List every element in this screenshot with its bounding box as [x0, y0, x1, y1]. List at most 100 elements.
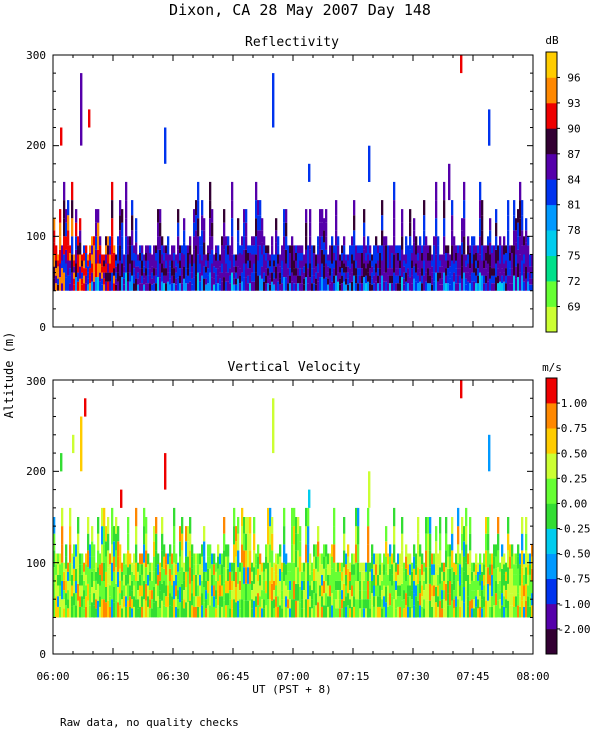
heatmap-cell [89, 556, 92, 569]
heatmap-cell [427, 245, 430, 253]
heatmap-cell [175, 266, 178, 273]
heatmap-cell [357, 275, 360, 284]
heatmap-cell [341, 562, 344, 572]
heatmap-cell [477, 608, 480, 618]
heatmap-cell [215, 268, 218, 276]
heatmap-cell [419, 580, 422, 594]
heatmap-cell [181, 567, 184, 584]
heatmap-cell [123, 606, 126, 618]
heatmap-cell [403, 562, 406, 572]
heatmap-cell [67, 260, 70, 276]
heatmap-cell [165, 553, 168, 565]
heatmap-cell [497, 567, 500, 584]
heatmap-cell [427, 260, 430, 269]
heatmap-cell [285, 606, 288, 618]
heatmap-cell [457, 562, 460, 581]
heatmap-cell [359, 260, 362, 269]
heatmap-cell [249, 268, 252, 276]
heatmap-cell [469, 600, 472, 618]
heatmap-cell [117, 245, 120, 255]
heatmap-cell [345, 284, 348, 291]
heatmap-cell [161, 281, 164, 291]
heatmap-cell [59, 249, 62, 264]
heatmap-cell [97, 249, 100, 264]
heatmap-cell [141, 564, 144, 575]
heatmap-cell [189, 567, 192, 584]
heatmap-cell [309, 222, 312, 237]
heatmap-cell [463, 602, 466, 618]
heatmap-cell [459, 268, 462, 276]
heatmap-cell [69, 544, 72, 563]
heatmap-cell [167, 245, 170, 255]
heatmap-cell [171, 585, 174, 597]
heatmap-cell [467, 281, 470, 291]
heatmap-cell [143, 284, 146, 291]
heatmap-cell [507, 215, 510, 231]
heatmap-cell [345, 266, 348, 273]
heatmap-cell [415, 281, 418, 291]
heatmap-cell [473, 236, 476, 246]
heatmap-cell [247, 550, 250, 568]
heatmap-cell [157, 222, 160, 237]
heatmap-cell [441, 266, 444, 273]
heatmap-cell [103, 284, 106, 291]
heatmap-cell [409, 585, 412, 597]
heatmap-cell [491, 606, 494, 618]
heatmap-cell [477, 268, 480, 276]
heatmap-cell [511, 556, 514, 569]
heatmap-cell [181, 550, 184, 568]
heatmap-cell [285, 585, 288, 597]
heatmap-cell [225, 556, 228, 569]
heatmap-cell [355, 245, 358, 253]
heatmap-cell [107, 236, 110, 246]
heatmap-cell [401, 533, 404, 551]
colorbar-tick-label: 0.50 [561, 447, 588, 460]
heatmap-cell [151, 278, 154, 285]
heatmap-cell [393, 526, 396, 545]
heatmap-cell [441, 608, 444, 618]
heatmap-cell [271, 272, 274, 282]
heatmap-cell [183, 266, 186, 279]
heatmap-cell [109, 254, 112, 264]
heatmap-cell [429, 283, 432, 291]
heatmap-cell [103, 266, 106, 273]
heatmap-cell [99, 564, 102, 575]
heatmap-cell [193, 585, 196, 597]
heatmap-cell [481, 230, 484, 246]
heatmap-cell [67, 245, 70, 261]
heatmap-cell [185, 268, 188, 276]
heatmap-cell [109, 574, 112, 586]
heatmap-cell [463, 541, 466, 557]
heatmap-cell [441, 590, 444, 600]
heatmap-cell [459, 596, 462, 607]
heatmap-cell [391, 574, 394, 586]
heatmap-cell [451, 567, 454, 584]
heatmap-cell [503, 263, 506, 273]
heatmap-cell [155, 517, 158, 534]
heatmap-cell [347, 544, 350, 557]
heatmap-cell [365, 275, 368, 284]
heatmap-cell [95, 277, 98, 291]
heatmap-cell [143, 544, 146, 563]
heatmap-cell [123, 272, 126, 279]
heatmap-cell [261, 278, 264, 291]
heatmap-cell [335, 275, 338, 291]
heatmap-cell [395, 599, 398, 609]
heatmap-cell [435, 254, 438, 273]
heatmap-cell [271, 236, 274, 246]
heatmap-cell [523, 281, 526, 291]
velocity-colorbar-unit: m/s [542, 361, 562, 374]
heatmap-cell [181, 517, 184, 534]
heatmap-cell [527, 236, 530, 246]
heatmap-cell [317, 245, 320, 255]
heatmap-cell [219, 596, 222, 607]
heatmap-cell [371, 605, 374, 618]
heatmap-cell [57, 553, 60, 565]
heatmap-cell [241, 281, 244, 291]
heatmap-cell [223, 517, 226, 534]
heatmap-cell [189, 245, 192, 255]
heatmap-cell [295, 584, 298, 601]
heatmap-cell [153, 602, 156, 618]
heatmap-cell [527, 254, 530, 264]
heatmap-cell [477, 562, 480, 572]
